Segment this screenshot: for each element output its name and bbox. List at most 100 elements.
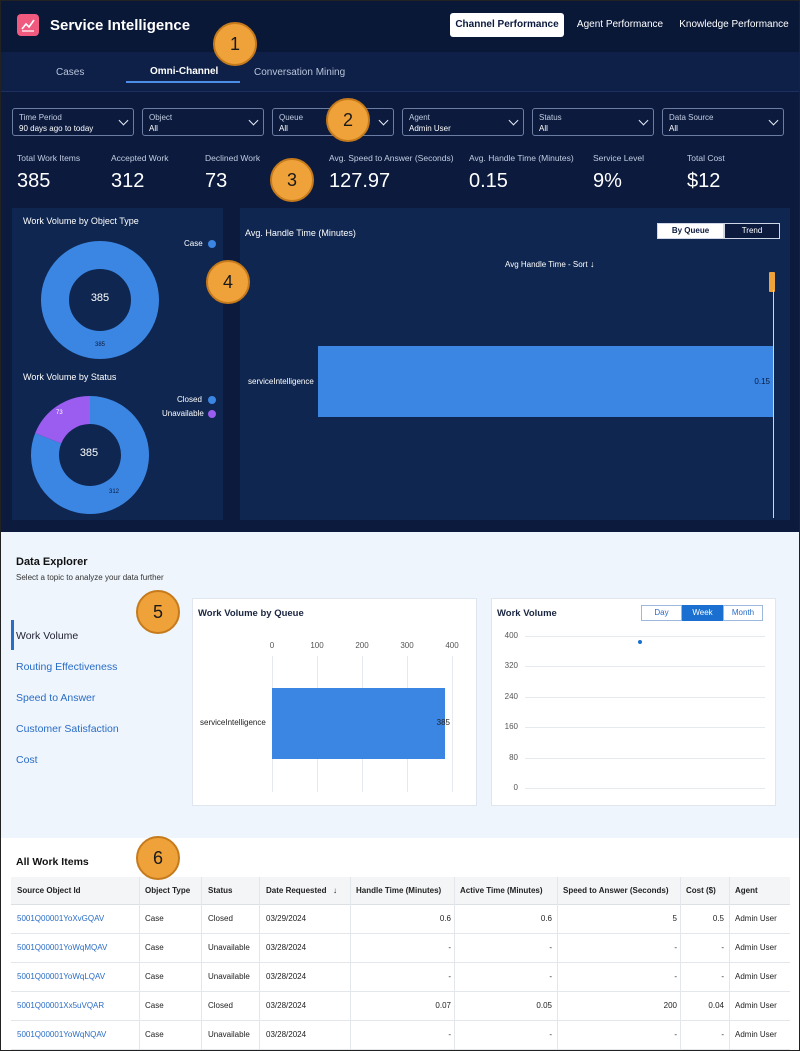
th-date-requested[interactable]: Date Requested	[266, 886, 327, 895]
table-cell: 0.04	[708, 1001, 724, 1010]
filter-status[interactable]: Status All	[532, 108, 654, 136]
trend-gridline	[525, 636, 765, 637]
toggle-by-queue[interactable]: By Queue	[657, 223, 724, 239]
filter-label: Data Source	[669, 113, 714, 122]
column-divider	[259, 877, 260, 1051]
queue-axis-tick: 0	[269, 641, 275, 650]
table-cell: Closed	[208, 914, 233, 923]
queue-gridline	[452, 656, 453, 792]
sort-label[interactable]: Avg Handle Time - Sort	[505, 260, 588, 269]
source-object-link[interactable]: 5001Q00001YoWqNQAV	[17, 1030, 107, 1039]
th-agent[interactable]: Agent	[735, 886, 758, 895]
tab-channel-performance[interactable]: Channel Performance	[450, 13, 564, 37]
donut-slice-closed[interactable]	[31, 396, 149, 514]
arrow-down-icon[interactable]: ↓	[333, 886, 337, 895]
object-type-chart-title: Work Volume by Object Type	[23, 216, 139, 226]
kpi-label-total-work-items: Total Work Items	[17, 153, 81, 163]
filter-value: All	[669, 124, 678, 133]
queue-chart-title: Work Volume by Queue	[198, 608, 304, 619]
trend-axis-tick: 80	[509, 752, 518, 762]
th-object-type[interactable]: Object Type	[145, 886, 191, 895]
callout-badge: 5	[136, 590, 180, 634]
chevron-down-icon	[118, 115, 129, 126]
topic-speed-to-answer[interactable]: Speed to Answer	[16, 692, 96, 704]
legend-dot-case	[208, 240, 216, 248]
chart-line-icon[interactable]	[17, 14, 39, 36]
th-handle-time[interactable]: Handle Time (Minutes)	[356, 886, 442, 895]
column-divider	[454, 877, 455, 1051]
donut-slice-case[interactable]	[41, 241, 159, 359]
handle-time-bar[interactable]	[318, 346, 773, 417]
callout-badge: 3	[270, 158, 314, 202]
tab-conversation-mining[interactable]: Conversation Mining	[254, 67, 346, 78]
chevron-down-icon	[508, 115, 519, 126]
table-cell: -	[674, 972, 677, 981]
table-cell: Admin User	[735, 1001, 777, 1010]
kpi-value-accepted-work: 312	[111, 170, 145, 192]
arrow-down-icon[interactable]: ↓	[590, 259, 595, 269]
th-active-time[interactable]: Active Time (Minutes)	[460, 886, 543, 895]
th-source-object-id[interactable]: Source Object Id	[17, 886, 81, 895]
table-cell: Case	[145, 943, 164, 952]
trend-axis-tick: 400	[504, 631, 518, 640]
table-cell: 0.6	[540, 914, 552, 923]
callout-badge: 4	[206, 260, 250, 304]
th-status[interactable]: Status	[208, 886, 233, 895]
work-volume-trend-card	[491, 598, 776, 806]
source-object-link[interactable]: 5001Q00001Xx5uVQAR	[17, 1001, 105, 1010]
chevron-down-icon	[638, 115, 649, 126]
legend-case[interactable]: Case	[184, 239, 203, 248]
topic-routing-effectiveness[interactable]: Routing Effectiveness	[16, 661, 118, 673]
callout-badge: 1	[213, 22, 257, 66]
tab-cases[interactable]: Cases	[56, 67, 85, 78]
kpi-label-declined-work: Declined Work	[205, 153, 261, 163]
tab-knowledge-performance[interactable]: Knowledge Performance	[679, 19, 789, 30]
table-row[interactable]	[11, 934, 790, 963]
tab-agent-performance[interactable]: Agent Performance	[576, 19, 664, 30]
source-object-link[interactable]: 5001Q00001YoWqLQAV	[17, 972, 106, 981]
table-row[interactable]	[11, 1021, 790, 1050]
table-cell: 0.07	[435, 1001, 451, 1010]
th-cost[interactable]: Cost ($)	[686, 886, 716, 895]
toggle-month[interactable]: Month	[723, 605, 763, 621]
table-row[interactable]	[11, 905, 790, 934]
toggle-day[interactable]: Day	[641, 605, 682, 621]
trend-axis-tick: 240	[504, 691, 518, 701]
donut-slice-unavailable[interactable]	[35, 396, 91, 445]
bar-value-label: 0.15	[754, 377, 770, 386]
legend-unavailable[interactable]: Unavailable	[162, 409, 204, 418]
scroll-handle[interactable]	[769, 272, 775, 292]
toggle-trend[interactable]: Trend	[724, 223, 780, 239]
table-cell: 0.05	[536, 1001, 552, 1010]
kpi-label-service-level: Service Level	[593, 153, 645, 163]
source-object-link[interactable]: 5001Q00001YoXvGQAV	[17, 914, 105, 923]
toggle-week[interactable]: Week	[682, 605, 723, 621]
trend-data-point[interactable]	[638, 639, 642, 644]
data-explorer-title: Data Explorer	[16, 556, 88, 568]
topic-cost[interactable]: Cost	[16, 754, 38, 766]
filter-label: Time Period	[19, 113, 62, 122]
trend-gridline	[525, 788, 765, 789]
filter-value: All	[279, 124, 288, 133]
filter-data-source[interactable]: Data Source All	[662, 108, 784, 136]
table-cell: Admin User	[735, 1030, 777, 1039]
legend-dot-unavailable	[208, 410, 216, 418]
filter-time-period[interactable]: Time Period 90 days ago to today	[12, 108, 134, 136]
table-cell: 03/29/2024	[266, 914, 307, 923]
table-cell: -	[721, 943, 724, 952]
object-type-donut	[41, 241, 159, 359]
filter-agent[interactable]: Agent Admin User	[402, 108, 524, 136]
topic-customer-satisfaction[interactable]: Customer Satisfaction	[16, 723, 119, 735]
th-speed-to-answer[interactable]: Speed to Answer (Seconds)	[563, 886, 669, 895]
table-row[interactable]	[11, 992, 790, 1021]
queue-bar[interactable]	[272, 688, 446, 759]
legend-closed[interactable]: Closed	[177, 395, 202, 404]
table-row[interactable]	[11, 963, 790, 992]
topic-work-volume[interactable]: Work Volume	[16, 630, 79, 642]
table-cell: -	[674, 943, 677, 952]
source-object-link[interactable]: 5001Q00001YoWqMQAV	[17, 943, 108, 952]
data-explorer-subtitle: Select a topic to analyze your data furt…	[16, 573, 164, 582]
tab-omni-channel[interactable]: Omni-Channel	[150, 66, 219, 77]
filter-object[interactable]: Object All	[142, 108, 264, 136]
filter-label: Status	[539, 113, 562, 122]
